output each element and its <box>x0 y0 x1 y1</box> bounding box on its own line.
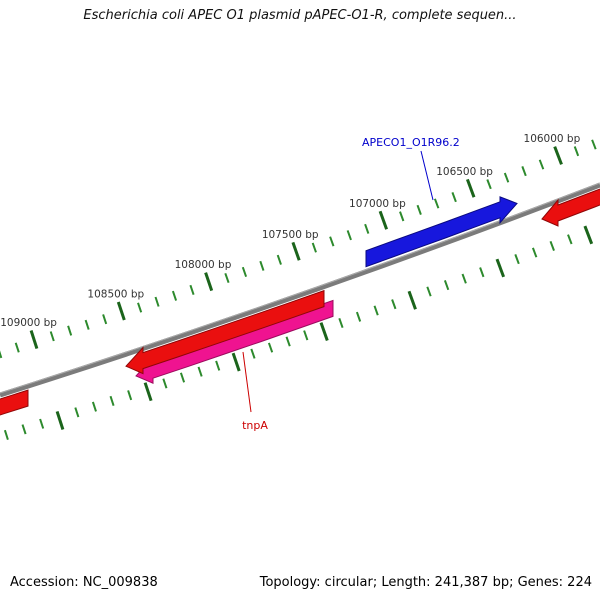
ruler-major-tick <box>204 272 214 292</box>
ruler-minor-tick <box>399 211 405 222</box>
ruler-major-tick <box>583 225 594 245</box>
ruler-minor-tick <box>346 230 352 241</box>
ruler-major-tick <box>495 258 506 278</box>
ruler-minor-tick <box>3 429 9 441</box>
ruler-minor-tick <box>162 378 168 389</box>
ruler-minor-tick <box>451 192 457 203</box>
ruler-minor-tick <box>503 172 510 183</box>
ruler-label: 107000 bp <box>349 198 406 210</box>
ruler-minor-tick <box>538 159 545 170</box>
gene-arrow-tnpa-red[interactable] <box>125 289 325 375</box>
gene-arrow-red-right[interactable] <box>541 188 600 227</box>
ruler-minor-tick <box>215 360 221 371</box>
ruler-minor-tick <box>329 236 335 247</box>
page-title: Escherichia coli APEC O1 plasmid pAPEC-O… <box>83 8 517 23</box>
ruler-major-tick <box>143 382 153 402</box>
ruler-label: 108500 bp <box>87 288 144 300</box>
gene-label-apeco1-o1r96-2[interactable]: APECO1_O1R96.2 <box>362 136 460 149</box>
backbone-path <box>0 182 600 398</box>
topology-text: Topology: circular; Length: 241,387 bp; … <box>259 575 592 590</box>
ruler-minor-tick <box>241 266 248 278</box>
ruler-minor-tick <box>91 401 97 412</box>
ruler-minor-tick <box>102 314 108 325</box>
ruler-label: 108000 bp <box>175 259 232 271</box>
ruler-minor-tick <box>549 240 555 251</box>
ruler-minor-tick <box>137 302 143 313</box>
ruler-minor-tick <box>433 198 440 209</box>
ruler-minor-tick <box>311 242 317 253</box>
ruler-major-tick <box>319 322 329 341</box>
ruler-minor-tick <box>276 254 282 265</box>
ruler-minor-tick <box>521 166 527 177</box>
ruler-minor-tick <box>338 317 344 329</box>
ruler-label: 106000 bp <box>524 133 581 145</box>
ruler-minor-tick <box>189 284 195 296</box>
ruler-major-tick <box>55 410 65 430</box>
ruler-minor-tick <box>416 204 422 215</box>
ruler-major-tick <box>553 146 563 165</box>
ruler-minor-tick <box>171 290 178 301</box>
ruler-minor-tick <box>355 311 362 322</box>
ruler-label: 107500 bp <box>262 229 319 241</box>
ruler-minor-tick <box>21 424 27 435</box>
ruler-minor-tick <box>285 336 291 347</box>
callout-line-blue <box>420 150 434 201</box>
ruler-minor-tick <box>364 223 370 234</box>
ruler-minor-tick <box>259 260 265 271</box>
ruler-major-tick <box>29 330 39 350</box>
ruler-minor-tick <box>567 234 573 245</box>
accession-text: Accession: NC_009838 <box>10 575 158 590</box>
backbone-highlight <box>0 182 600 394</box>
gene-arrow-red-left-clipped[interactable] <box>0 389 29 419</box>
ruler-minor-tick <box>49 331 55 342</box>
ruler-minor-tick <box>74 407 80 418</box>
ruler-minor-tick <box>127 390 133 401</box>
ruler-minor-tick <box>426 286 432 297</box>
ruler-minor-tick <box>514 254 520 265</box>
ruler-minor-tick <box>250 348 256 359</box>
ruler-minor-tick <box>373 305 379 316</box>
ruler-minor-tick <box>461 273 467 284</box>
ruler-major-tick <box>378 210 389 230</box>
ruler-minor-tick <box>443 280 450 291</box>
ruler-minor-tick <box>39 418 45 429</box>
ruler-minor-tick <box>0 350 3 359</box>
callout-line-tnpa <box>242 351 252 413</box>
ruler-label: 109000 bp <box>0 317 57 329</box>
ruler-minor-tick <box>14 342 20 353</box>
ruler-minor-tick <box>197 366 203 377</box>
ruler-major-tick <box>116 301 126 321</box>
ruler-major-tick <box>465 178 476 198</box>
gene-label-tnpa[interactable]: tnpA <box>242 419 268 432</box>
ruler-major-tick <box>231 352 241 372</box>
ruler-minor-tick <box>573 146 580 157</box>
ruler-labels: 109000 bp 108500 bp 108000 bp 107500 bp 1070… <box>0 133 580 329</box>
ruler-minor-tick <box>486 179 492 190</box>
ruler-minor-tick <box>531 247 538 258</box>
ruler-minor-tick <box>154 296 160 307</box>
ruler-label: 106500 bp <box>436 166 493 178</box>
ruler-minor-tick <box>591 139 597 150</box>
ruler-minor-tick <box>67 325 73 336</box>
ruler-major-tick <box>407 290 417 310</box>
ruler-minor-tick <box>391 299 397 310</box>
ruler-minor-tick <box>479 267 485 278</box>
ruler-major-tick <box>291 241 301 261</box>
ruler-minor-tick <box>179 372 186 383</box>
ruler-minor-tick <box>224 272 230 284</box>
ruler-minor-tick <box>303 330 309 341</box>
ruler-minor-tick <box>109 395 115 407</box>
gene-arrow-apeco1-o1r96-2[interactable] <box>365 196 518 268</box>
ruler-minor-tick <box>84 319 90 330</box>
ruler-ticks <box>0 139 597 441</box>
ruler-minor-tick <box>267 342 274 353</box>
